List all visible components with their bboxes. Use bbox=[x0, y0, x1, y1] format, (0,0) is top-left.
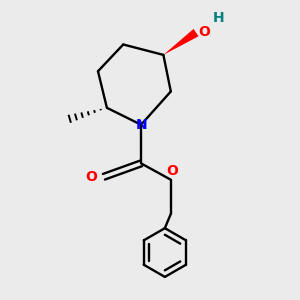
Text: O: O bbox=[167, 164, 178, 178]
Text: H: H bbox=[212, 11, 224, 25]
Text: N: N bbox=[135, 118, 147, 132]
Polygon shape bbox=[164, 29, 199, 55]
Text: O: O bbox=[198, 25, 210, 39]
Text: O: O bbox=[85, 170, 98, 184]
